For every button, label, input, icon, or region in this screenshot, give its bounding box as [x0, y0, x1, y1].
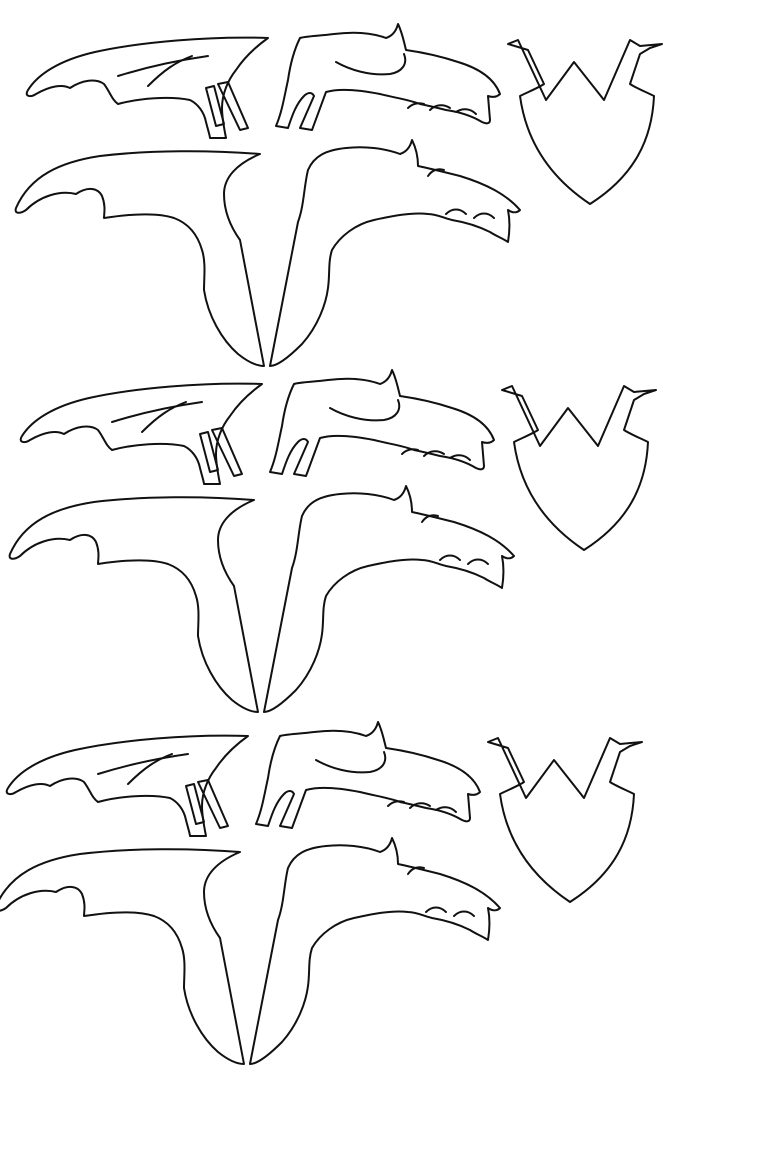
small-feather-wing-piece — [255, 721, 481, 829]
small-bat-wing-piece — [19, 382, 264, 485]
small-feather-wing-piece — [275, 23, 501, 131]
large-wing-pair-piece — [14, 139, 521, 367]
shield-piece — [501, 385, 657, 551]
large-wing-pair-piece — [8, 485, 515, 713]
template-set-3 — [0, 721, 643, 1065]
large-wing-pair-piece — [0, 837, 501, 1065]
template-set-2 — [8, 369, 657, 713]
small-bat-wing-piece — [25, 36, 270, 139]
shield-piece — [487, 737, 643, 903]
small-feather-wing-piece — [269, 369, 495, 477]
template-set-1 — [14, 23, 663, 367]
small-bat-wing-piece — [5, 734, 250, 837]
shield-piece — [507, 39, 663, 205]
